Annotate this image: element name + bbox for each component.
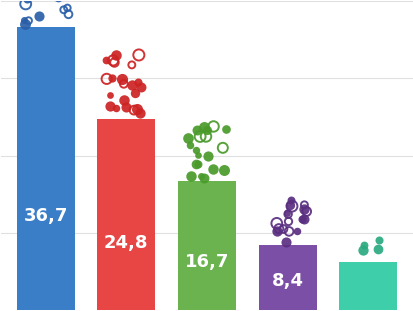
- Point: [300, 216, 306, 221]
- Point: [23, 0, 30, 2]
- Point: [288, 204, 294, 209]
- Point: [134, 80, 141, 85]
- Point: [187, 173, 194, 178]
- Point: [60, 7, 67, 12]
- Point: [113, 105, 119, 110]
- Point: [109, 58, 116, 63]
- Point: [107, 104, 113, 109]
- Point: [186, 143, 193, 148]
- Point: [132, 91, 138, 95]
- Point: [185, 136, 191, 141]
- Point: [135, 53, 142, 58]
- Point: [109, 76, 115, 81]
- Point: [358, 247, 365, 252]
- Point: [284, 211, 291, 216]
- Point: [299, 206, 306, 211]
- Point: [103, 77, 110, 81]
- Point: [36, 14, 42, 19]
- Point: [273, 229, 280, 234]
- Point: [22, 21, 28, 26]
- Point: [209, 167, 216, 172]
- Point: [192, 162, 199, 167]
- Point: [194, 128, 200, 133]
- Point: [102, 57, 109, 62]
- Text: 8,4: 8,4: [271, 272, 303, 290]
- Point: [286, 203, 292, 208]
- Point: [222, 126, 228, 131]
- Point: [285, 229, 292, 234]
- Point: [22, 2, 29, 7]
- Point: [119, 77, 125, 81]
- Point: [221, 168, 227, 173]
- Point: [120, 81, 127, 86]
- Point: [111, 60, 117, 65]
- Point: [204, 153, 211, 158]
- Point: [65, 12, 71, 17]
- Point: [282, 239, 289, 244]
- Point: [200, 175, 207, 180]
- Point: [25, 18, 32, 23]
- Text: 24,8: 24,8: [104, 234, 148, 252]
- Point: [298, 217, 305, 222]
- Point: [194, 161, 201, 166]
- Point: [287, 198, 294, 203]
- Point: [192, 148, 199, 153]
- Point: [128, 63, 135, 67]
- Point: [300, 202, 307, 207]
- Point: [128, 82, 135, 87]
- Point: [374, 237, 381, 242]
- Point: [112, 53, 119, 58]
- Point: [202, 134, 209, 139]
- Point: [121, 98, 127, 103]
- Point: [210, 124, 216, 129]
- Point: [21, 17, 27, 22]
- Point: [197, 174, 203, 179]
- Point: [64, 5, 71, 10]
- Bar: [17, 27, 75, 310]
- Point: [122, 104, 129, 109]
- Text: 16,7: 16,7: [184, 253, 229, 271]
- Point: [106, 92, 113, 97]
- Point: [280, 226, 286, 231]
- Point: [282, 210, 289, 215]
- Point: [136, 111, 143, 116]
- Point: [285, 219, 291, 224]
- Point: [200, 125, 206, 130]
- Point: [219, 145, 225, 150]
- Point: [275, 226, 281, 231]
- Bar: [97, 118, 155, 310]
- Bar: [338, 262, 396, 310]
- Bar: [258, 245, 316, 310]
- Point: [203, 127, 209, 132]
- Point: [194, 153, 201, 158]
- Point: [134, 106, 140, 111]
- Point: [138, 84, 145, 89]
- Point: [360, 243, 367, 248]
- Point: [374, 246, 380, 251]
- Point: [273, 221, 280, 226]
- Point: [293, 229, 299, 234]
- Text: 36,7: 36,7: [24, 207, 68, 225]
- Point: [131, 108, 137, 113]
- Point: [196, 134, 203, 139]
- Bar: [178, 181, 235, 310]
- Point: [303, 209, 309, 214]
